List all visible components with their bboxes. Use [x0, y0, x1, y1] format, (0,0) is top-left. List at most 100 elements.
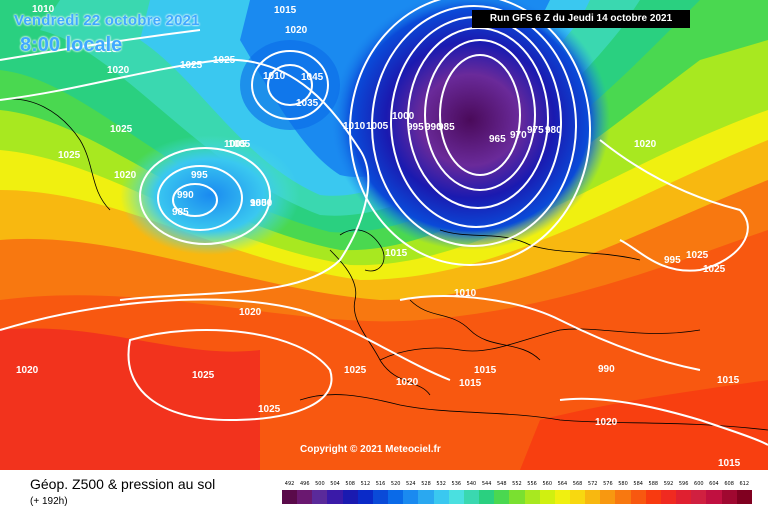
pressure-label: 1015: [459, 378, 482, 389]
scale-tick-label: 588: [648, 481, 659, 487]
pressure-label: 1015: [274, 5, 297, 16]
scale-tick-label: 580: [618, 481, 628, 487]
scale-tick-label: 592: [663, 481, 674, 487]
scale-tick-label: 508: [345, 481, 355, 487]
pressure-label: 1000: [392, 111, 415, 122]
pressure-label: 980: [545, 125, 562, 136]
forecast-date: Vendredi 22 octobre 2021: [14, 12, 200, 29]
scale-tick-label: 492: [284, 481, 295, 487]
pressure-label: 1020: [239, 307, 262, 318]
scale-tick-label: 496: [299, 481, 310, 487]
color-scale: 492 496 500 504 508 512 516 520 524 528 532 536 540 5…: [282, 480, 752, 504]
scale-tick-label: 536: [451, 481, 462, 487]
scale-swatch: [327, 490, 343, 504]
pressure-label: 985: [438, 122, 455, 133]
pressure-label: 985: [172, 207, 189, 218]
pressure-label: 1015: [474, 365, 497, 376]
scale-swatch: [448, 490, 464, 504]
pressure-label: 1010: [343, 121, 366, 132]
scale-swatch: [585, 490, 601, 504]
scale-bar: [282, 490, 752, 504]
scale-swatch: [372, 490, 389, 504]
scale-swatch: [676, 490, 692, 504]
scale-swatch: [463, 490, 480, 504]
pressure-label: 1025: [110, 124, 133, 135]
scale-swatch: [524, 490, 540, 504]
scale-tick-label: 608: [724, 481, 734, 487]
scale-swatch: [554, 490, 570, 504]
pressure-label: 1020: [285, 25, 308, 36]
scale-tick-label: 596: [678, 481, 689, 487]
pressure-label: 1010: [263, 71, 286, 82]
pressure-label: 995: [191, 170, 208, 181]
scale-tick-label: 512: [360, 481, 371, 487]
scale-tick-label: 548: [496, 481, 507, 487]
pressure-label: 990: [425, 122, 442, 133]
scale-swatch: [660, 490, 677, 504]
pressure-label: 1015: [385, 248, 408, 259]
pressure-label: 1020: [595, 417, 618, 428]
pressure-label: 1020: [634, 139, 657, 150]
scale-swatch: [403, 490, 419, 504]
pressure-label: 1015: [718, 458, 741, 469]
scale-swatch: [342, 490, 358, 504]
pressure-label: 1005: [224, 139, 247, 150]
pressure-label: 1025: [192, 370, 215, 381]
pressure-label: 1015: [95, 44, 118, 55]
scale-swatch: [706, 490, 722, 504]
scale-swatch: [297, 490, 313, 504]
scale-tick-label: 572: [587, 481, 598, 487]
scale-swatch: [539, 490, 555, 504]
scale-tick-label: 564: [557, 481, 568, 487]
scale-swatch: [479, 490, 495, 504]
map-title: Géop. Z500 & pression au sol: [30, 476, 216, 492]
scale-swatch: [569, 490, 586, 504]
pressure-label: 1010: [32, 4, 55, 15]
scale-swatch: [615, 490, 631, 504]
scale-swatch: [600, 490, 616, 504]
legend-footer: Géop. Z500 & pression au sol (+ 192h) 49…: [0, 470, 768, 512]
pressure-label: 1025: [344, 365, 367, 376]
scale-swatch: [418, 490, 434, 504]
pressure-label: 1025: [258, 404, 281, 415]
copyright-text: Copyright © 2021 Meteociel.fr: [300, 444, 441, 455]
scale-tick-label: 576: [603, 481, 613, 487]
scale-tick-label: 600: [694, 481, 704, 487]
scale-tick-label: 584: [633, 481, 643, 487]
scale-swatch: [388, 490, 404, 504]
pressure-label: 1000: [250, 198, 273, 209]
scale-swatch: [357, 490, 373, 504]
pressure-label: 1025: [58, 150, 81, 161]
scale-tick-label: 544: [481, 481, 492, 487]
scale-swatch: [509, 490, 525, 504]
scale-tick-label: 504: [330, 481, 340, 487]
scale-swatch: [736, 490, 752, 504]
pressure-label: 1025: [180, 60, 203, 71]
scale-tick-label: 532: [436, 481, 446, 487]
scale-tick-label: 528: [421, 481, 431, 487]
forecast-offset: (+ 192h): [30, 496, 68, 507]
scale-tick-label: 500: [315, 481, 325, 487]
scale-tick-label: 612: [739, 481, 750, 487]
scale-swatch: [630, 490, 646, 504]
run-info-banner: Run GFS 6 Z du Jeudi 14 octobre 2021: [472, 10, 690, 28]
pressure-labels: 1010 1015 1020 1025 1025 1020 1015 1010 …: [16, 4, 741, 469]
pressure-label: 1005: [228, 139, 251, 150]
scale-tick-label: 524: [406, 481, 416, 487]
pressure-label: 990: [598, 364, 615, 375]
scale-tick-label: 516: [375, 481, 386, 487]
pressure-label: 995: [407, 122, 424, 133]
pressure-label: 1025: [686, 250, 709, 261]
pressure-label: 1010: [454, 288, 477, 299]
scale-swatch: [433, 490, 449, 504]
scale-tick-label: 568: [572, 481, 583, 487]
pressure-label: 1045: [301, 72, 324, 83]
scale-tick-label: 556: [527, 481, 537, 487]
scale-swatch: [645, 490, 661, 504]
scale-tick-label: 552: [512, 481, 522, 487]
scale-swatch: [312, 490, 328, 504]
pressure-label: 970: [510, 130, 527, 141]
pressure-label: 975: [527, 125, 544, 136]
scale-tick-label: 540: [466, 481, 477, 487]
weather-map: 1010 1015 1020 1025 1025 1020 1015 1010 …: [0, 0, 768, 470]
